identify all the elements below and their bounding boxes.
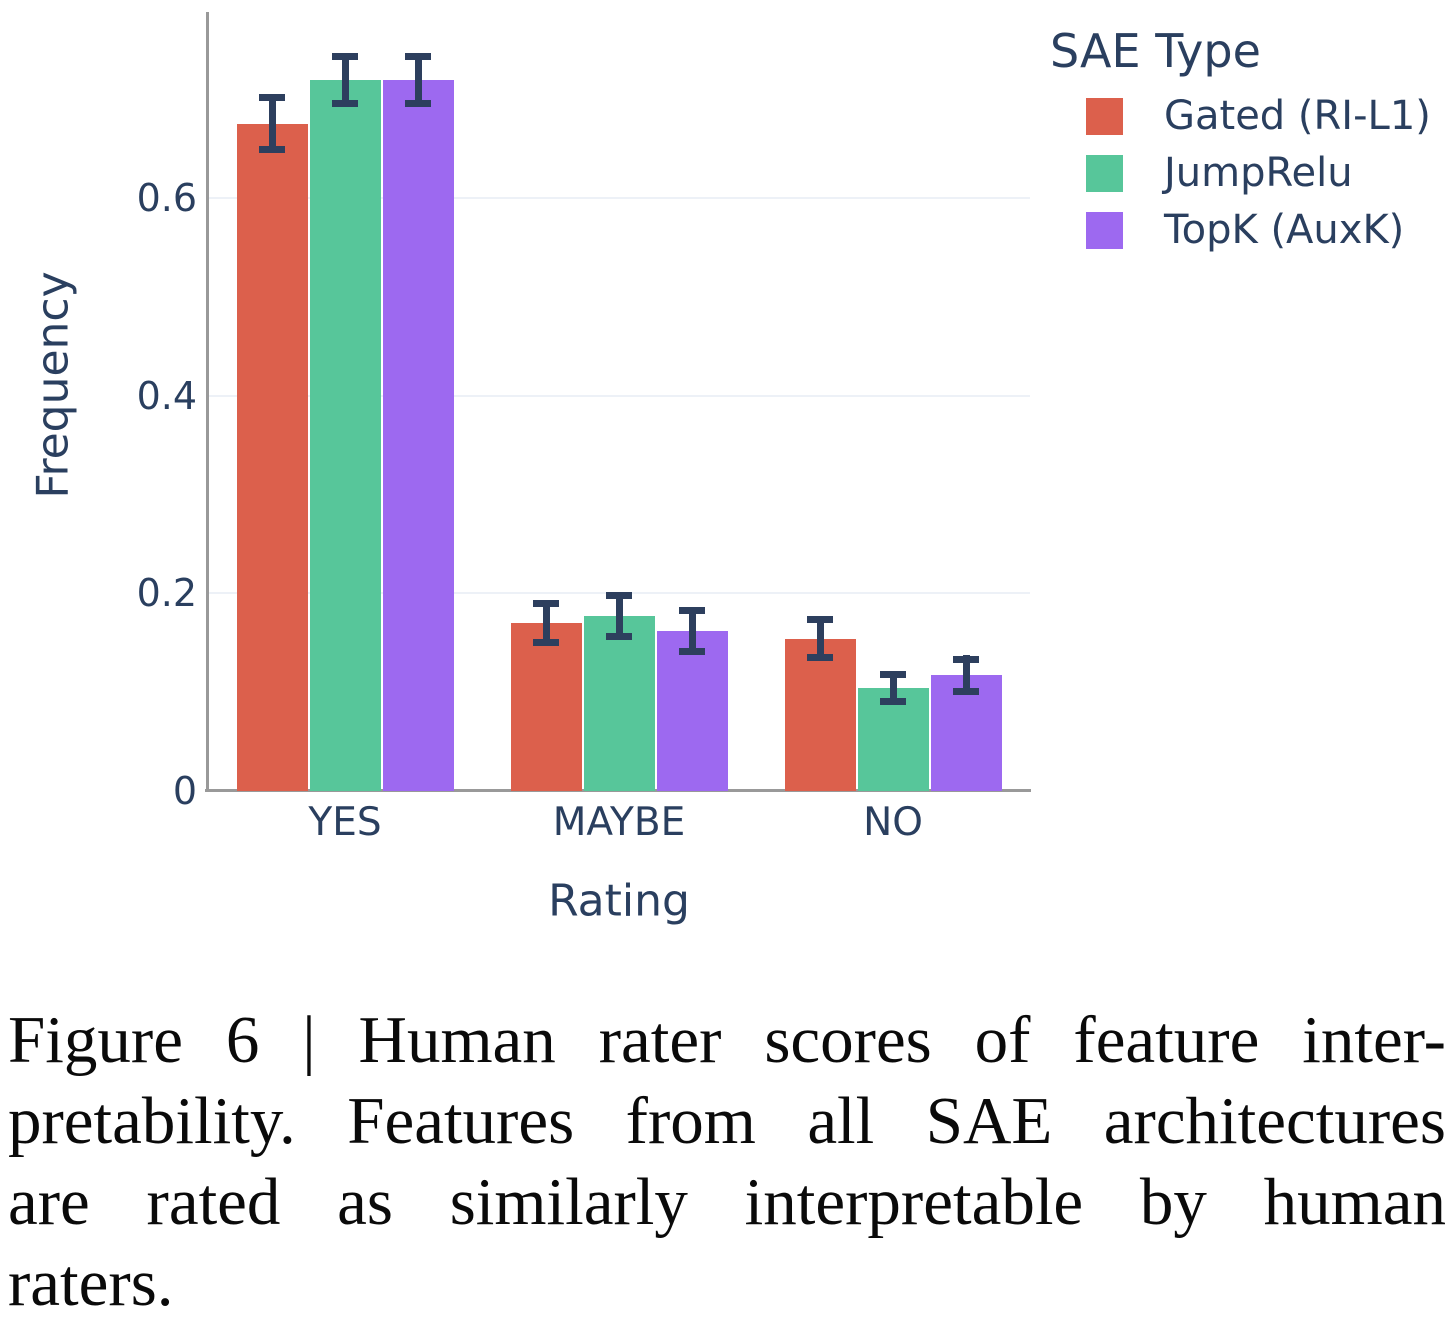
x-tick-label: NO (863, 800, 923, 845)
error-bar-cap-bottom (952, 688, 979, 695)
error-bar-cap-top (258, 94, 285, 101)
bar-slot (784, 10, 856, 791)
error-bar-line (268, 94, 276, 153)
y-axis-line (206, 12, 209, 792)
caption-line: Figure 6 | Human rater scores of feature… (8, 1003, 1446, 1077)
bar-chart: 0 0.2 0.4 0.6 YES MAYBE NO Frequency Rating S… (27, 10, 1431, 927)
y-axis-title: Frequency (27, 271, 79, 499)
error-bar-cap-bottom (678, 648, 705, 655)
y-tick-label: 0.4 (136, 373, 197, 418)
gridline (209, 196, 1030, 199)
legend-swatch (1086, 98, 1123, 135)
bar (236, 124, 308, 791)
figure-caption: Figure 6 | Human rater scores of feature… (8, 1000, 1446, 1324)
x-tick-label: MAYBE (552, 800, 686, 845)
caption-line: are rated as similarly interpretable by … (8, 1165, 1446, 1239)
x-axis-title: Rating (548, 875, 690, 927)
caption-line: raters. (8, 1246, 174, 1320)
bar-slot (236, 10, 308, 791)
bar (857, 688, 929, 791)
y-tick-label: 0.2 (136, 571, 197, 616)
legend-swatch (1086, 155, 1123, 192)
error-bar-cap-bottom (404, 100, 431, 107)
error-bar-cap-top (879, 671, 906, 678)
bar (583, 616, 655, 791)
legend-label: Gated (RI-L1) (1164, 93, 1431, 139)
error-bar-cap-bottom (532, 639, 559, 646)
error-bar-cap-top (605, 592, 632, 599)
error-bar-cap-bottom (806, 654, 833, 661)
caption-line: pretability. Features from all SAE archi… (8, 1084, 1446, 1158)
legend-label: JumpRelu (1164, 150, 1353, 196)
bar-slot (583, 10, 655, 791)
bar-slot (656, 10, 728, 791)
y-tick-label: 0 (172, 769, 197, 813)
legend-item: TopK (AuxK) (1086, 207, 1431, 253)
legend-item: JumpRelu (1086, 150, 1431, 196)
error-bar-line (962, 655, 970, 695)
gridline (209, 394, 1030, 397)
bar-slot (857, 10, 929, 791)
bar-group-maybe (482, 10, 756, 791)
bar (382, 80, 454, 791)
error-bar-cap-top (806, 616, 833, 623)
error-bar-line (542, 601, 550, 646)
error-bar-cap-top (678, 607, 705, 614)
error-bar-line (816, 616, 824, 661)
error-bar-cap-bottom (605, 633, 632, 640)
bar-group-yes (208, 10, 482, 791)
error-bar-cap-bottom (879, 698, 906, 705)
y-tick-label: 0.6 (136, 175, 197, 220)
bar (309, 80, 381, 791)
legend-swatch (1086, 212, 1123, 249)
bar (784, 639, 856, 791)
bar (510, 623, 582, 791)
error-bar-cap-top (404, 53, 431, 60)
error-bar-cap-top (952, 656, 979, 663)
legend-title: SAE Type (1050, 24, 1261, 78)
legend-label: TopK (AuxK) (1164, 207, 1405, 253)
legend-item: Gated (RI-L1) (1086, 93, 1431, 139)
bar-slot (382, 10, 454, 791)
error-bar-line (341, 54, 349, 107)
error-bar-line (889, 671, 897, 705)
error-bar-line (414, 54, 422, 107)
legend: SAE Type Gated (RI-L1) JumpRelu TopK (AuxK… (1050, 24, 1431, 253)
error-bar-cap-bottom (258, 146, 285, 153)
error-bar-line (615, 593, 623, 640)
bar (656, 631, 728, 791)
error-bar-cap-bottom (331, 100, 358, 107)
error-bar-cap-top (532, 600, 559, 607)
bar-slot (930, 10, 1002, 791)
bar-group-no (756, 10, 1030, 791)
error-bar-cap-top (331, 53, 358, 60)
legend-items: Gated (RI-L1) JumpRelu TopK (AuxK) (1050, 93, 1431, 253)
bar-slot (309, 10, 381, 791)
error-bar-line (688, 608, 696, 655)
bar-slot (510, 10, 582, 791)
x-tick-label: YES (308, 800, 382, 845)
